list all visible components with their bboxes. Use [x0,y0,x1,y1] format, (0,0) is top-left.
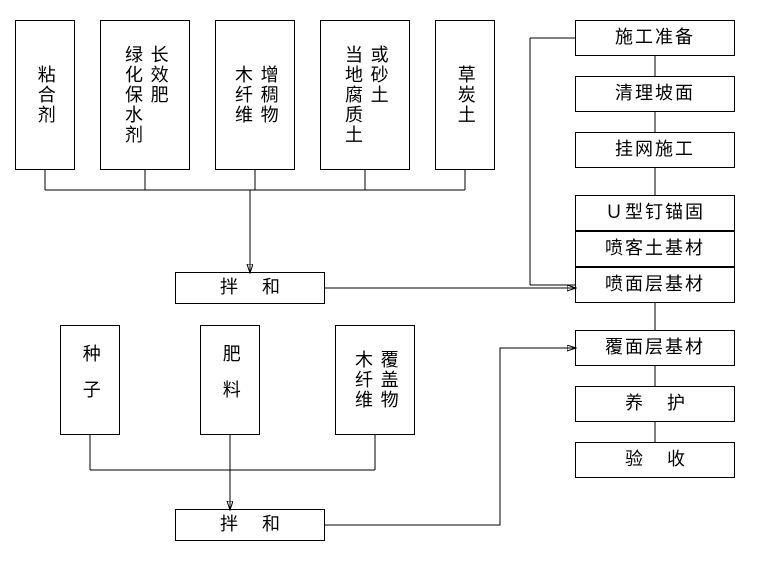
step-label: 覆面层基材 [605,337,705,359]
step-u-nail: Ｕ型钉锚固 [575,195,735,231]
node-seed: 种子 [60,325,120,435]
step-mesh: 挂网施工 [575,132,735,168]
node-label: 木纤维 [351,350,373,410]
node-wood-fiber-thickener: 木纤维 增稠物 [215,20,295,170]
step-maintain: 养护 [575,386,735,422]
step-label: 施工准备 [615,27,695,49]
node-label: 粘合剂 [34,65,56,125]
step-label: 挂网施工 [615,139,695,161]
node-water-retainer: 绿化保水剂 长效肥 [100,20,190,170]
node-label: 长效肥 [147,45,169,105]
node-label: 草炭土 [454,65,476,125]
node-label: 当地腐质土 [341,45,363,145]
step-accept: 验收 [575,442,735,478]
step-label: 喷面层基材 [605,274,705,296]
step-label: Ｕ型钉锚固 [605,202,705,224]
step-label: 养护 [601,393,709,415]
step-label: 验收 [601,449,709,471]
step-spray-face: 喷面层基材 [575,267,735,303]
node-label: 拌和 [196,514,304,536]
step-clean-slope: 清理坡面 [575,76,735,112]
node-label: 拌和 [196,277,304,299]
step-cover-face: 覆面层基材 [575,330,735,366]
step-label: 清理坡面 [615,83,695,105]
node-mix-1: 拌和 [175,272,325,304]
node-label: 或砂土 [367,45,389,105]
node-adhesive: 粘合剂 [15,20,75,170]
node-label: 绿化保水剂 [121,45,143,145]
node-wood-fiber-cover: 木纤维 覆盖物 [335,325,415,435]
step-prep: 施工准备 [575,20,735,56]
node-label: 种子 [79,344,101,416]
node-label: 木纤维 [231,65,253,125]
step-label: 喷客土基材 [605,238,705,260]
node-local-soil: 当地腐质土 或砂土 [320,20,410,170]
step-spray-base: 喷客土基材 [575,231,735,267]
node-label: 覆盖物 [377,350,399,410]
node-label: 肥料 [219,344,241,416]
node-peat-soil: 草炭土 [435,20,495,170]
node-mix-2: 拌和 [175,509,325,541]
node-fertilizer: 肥料 [200,325,260,435]
node-label: 增稠物 [257,65,279,125]
